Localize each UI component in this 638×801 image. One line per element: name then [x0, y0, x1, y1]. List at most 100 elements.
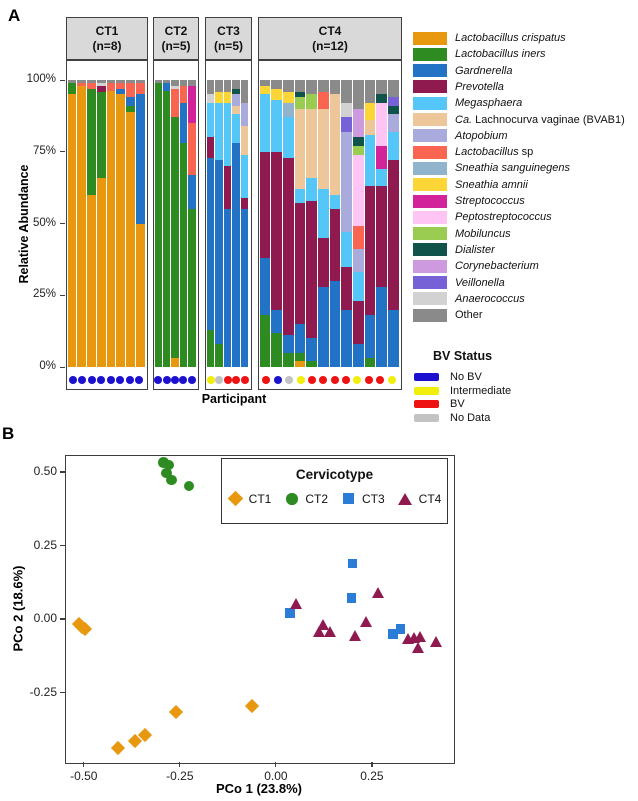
panel-b-y-axis-title: PCo 2 (18.6%): [10, 565, 26, 652]
bar-segment-lactobacillus-iners: [271, 332, 282, 367]
facet-bars-CT3: [206, 80, 249, 367]
bv-legend-swatch: [414, 400, 439, 408]
bar-segment-other: [364, 80, 376, 103]
panel-a-x-axis-title: Participant: [201, 392, 267, 406]
cervicotype-legend-label: CT4: [418, 491, 442, 506]
bar-segment-ca-lachnocurva-vaginae-bvab1-: [294, 108, 306, 190]
facet-n-label: (n=12): [312, 38, 348, 53]
panel-b-x-tick-label: -0.50: [70, 769, 98, 783]
bar-segment-ca-lachnocurva-vaginae-bvab1-: [317, 108, 329, 190]
bv-legend-swatch: [414, 373, 439, 381]
bar-segment-other: [282, 80, 294, 92]
taxa-legend-swatch: [413, 210, 447, 224]
bv-dot-no_bv: [170, 376, 179, 384]
bv-dot-row-CT2: [154, 372, 196, 388]
stacked-bar: [206, 80, 215, 367]
taxa-legend-row-1: Lactobacillus iners: [413, 47, 546, 61]
bar-segment-other: [162, 80, 171, 83]
triangle-icon: [397, 491, 413, 506]
bar-segment-lactobacillus-iners: [294, 352, 306, 362]
bv-dot-no_bv: [78, 376, 87, 384]
taxa-legend-swatch: [413, 178, 447, 192]
stacked-bar: [67, 80, 77, 367]
panel-b-y-tick-mark: [60, 471, 65, 473]
taxa-legend-row-3: Prevotella: [413, 80, 504, 94]
bar-segment-lactobacillus-iners: [188, 209, 196, 367]
facet-bars-CT2: [154, 80, 196, 367]
stacked-bar: [387, 80, 399, 367]
bar-segment-prevotella: [282, 157, 294, 336]
bar-segment-prevotella: [271, 151, 282, 310]
stacked-bar: [232, 80, 240, 367]
scatter-point-CT3: [347, 558, 358, 569]
taxa-legend-row-16: Anaerococcus: [413, 292, 525, 306]
bar-segment-lactobacillus-crispatus: [106, 91, 116, 367]
bar-segment-lactobacillus-crispatus: [67, 94, 77, 367]
bv-dot-bv: [376, 376, 385, 384]
facet-header-CT2: CT2 (n=5): [153, 17, 199, 60]
facet-n-label: (n=5): [213, 38, 243, 53]
taxa-legend-row-14: Corynebacterium: [413, 259, 539, 273]
scatter-point-CT3: [388, 629, 398, 639]
bar-segment-anaerococcus: [341, 103, 352, 118]
bar-segment-other: [206, 80, 215, 95]
bar-segment-prevotella: [306, 200, 317, 339]
bar-segment-atopobium: [341, 131, 352, 233]
taxa-legend-label: Megasphaera: [455, 97, 523, 110]
bv-dot-no_bv: [87, 376, 96, 384]
bv-legend-label: No BV: [450, 371, 482, 383]
bar-segment-lactobacillus-iners: [364, 358, 376, 367]
bar-segment-lactobacillus-sp: [171, 88, 179, 118]
bv-legend-label: Intermediate: [450, 384, 512, 397]
bar-segment-lactobacillus-crispatus: [87, 194, 96, 367]
cervicotype-legend-label: CT1: [248, 491, 272, 506]
bv-dot-bv: [364, 376, 373, 384]
taxa-legend-row-11: Peptostreptococcus: [413, 210, 552, 224]
bar-segment-gardnerella: [352, 344, 364, 367]
bv-dot-intermediate: [387, 376, 396, 384]
taxa-legend-label: Veillonella: [455, 276, 505, 289]
panel-a-y-tick-label: 75%: [32, 144, 56, 157]
bv-legend-row-no_bv: No BV: [414, 371, 482, 383]
taxa-legend-row-15: Veillonella: [413, 276, 505, 290]
bar-segment-megasphaera: [329, 194, 341, 210]
panel-b-y-tick-label: 0.00: [33, 611, 57, 626]
stacked-bar: [96, 80, 106, 367]
bar-segment-other: [135, 80, 145, 83]
bar-segment-megasphaera: [240, 154, 249, 198]
taxa-legend-row-10: Streptococcus: [413, 194, 525, 208]
bar-segment-other: [154, 80, 162, 83]
panel-b-y-tick-label: 0.25: [33, 537, 57, 552]
bar-segment-lactobacillus-sp: [106, 82, 116, 92]
bv-dot-no_bv: [273, 376, 282, 384]
bv-dot-bv: [330, 376, 339, 384]
scatter-point-CT3: [346, 593, 357, 603]
bar-segment-lactobacillus-iners: [126, 105, 135, 112]
panel-b-y-tick-mark: [60, 692, 65, 694]
bar-segment-megasphaera: [352, 272, 364, 301]
bv-dot-row-CT3: [206, 372, 249, 388]
taxa-legend-row-2: Gardnerella: [413, 64, 512, 78]
bar-segment-other: [77, 80, 86, 83]
bar-segment-lactobacillus-iners: [87, 88, 96, 195]
bv-legend-row-intermediate: Intermediate: [414, 385, 511, 397]
bar-segment-other: [171, 80, 179, 86]
bar-segment-lactobacillus-iners: [306, 361, 317, 367]
bar-segment-prevotella: [259, 151, 271, 258]
stacked-bar: [317, 80, 329, 367]
stacked-bar: [77, 80, 86, 367]
bar-segment-lactobacillus-iners: [154, 82, 162, 367]
bar-segment-lactobacillus-sp: [135, 82, 145, 95]
panel-b-x-tick-label: 0.25: [360, 769, 384, 783]
bv-dot-row-CT4: [259, 372, 399, 388]
bv-dot-intermediate: [296, 376, 305, 384]
bar-segment-anaerococcus: [96, 82, 106, 86]
bar-segment-corynebacterium: [352, 108, 364, 138]
bar-segment-lactobacillus-crispatus: [135, 223, 145, 367]
panel-b-x-tick-mark: [371, 762, 373, 767]
taxa-legend-row-0: Lactobacillus crispatus: [413, 31, 566, 45]
bar-segment-megasphaera: [376, 168, 387, 187]
bar-segment-gardnerella: [162, 82, 171, 92]
bar-segment-lactobacillus-crispatus: [171, 358, 179, 367]
facet-title: CT1: [95, 24, 119, 39]
